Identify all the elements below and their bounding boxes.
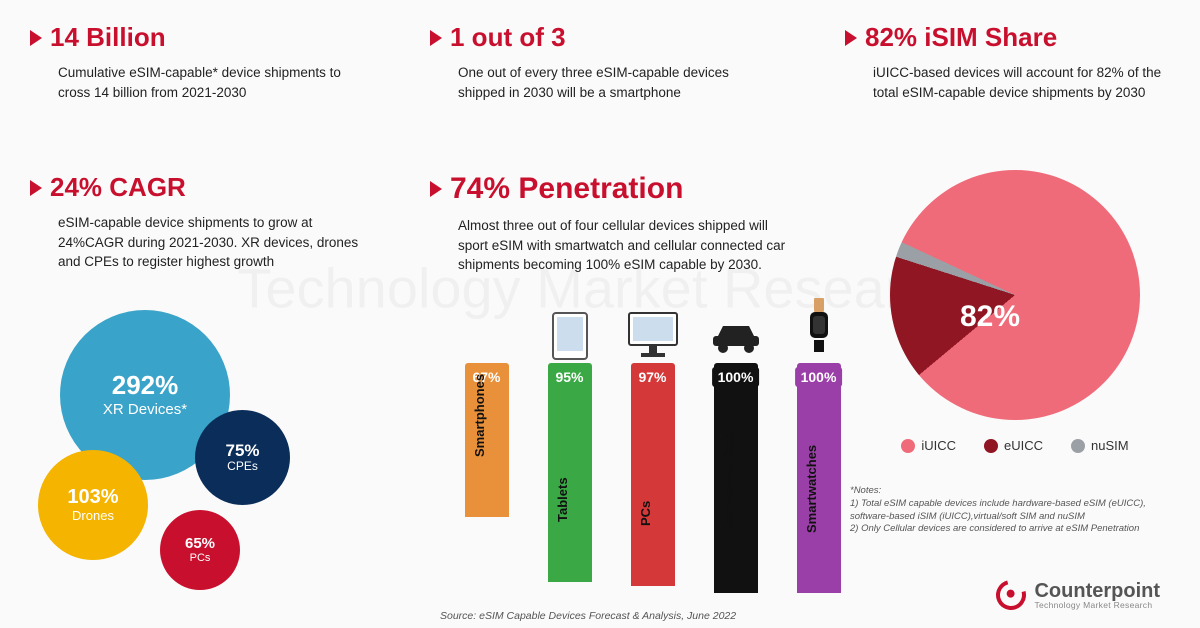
stat-headline: 82% iSIM Share <box>865 22 1057 53</box>
cagr-bubble: 65%PCs <box>160 510 240 590</box>
tablet-icon <box>549 309 591 370</box>
notes-line: 1) Total eSIM capable devices include ha… <box>850 498 1160 524</box>
bar-pct-label: 100% <box>795 367 843 387</box>
counterpoint-logo: Counterpoint Technology Market Research <box>996 580 1160 610</box>
watch-icon <box>804 298 834 359</box>
triangle-icon <box>30 180 42 196</box>
legend-label: nuSIM <box>1091 438 1129 453</box>
bar-column: 97% PCs <box>627 363 679 593</box>
stat-14-billion: 14 Billion Cumulative eSIM-capable* devi… <box>30 22 370 102</box>
bubble-pct: 292% <box>112 371 179 401</box>
stat-isim-share: 82% iSIM Share iUICC-based devices will … <box>845 22 1165 102</box>
isim-pie-chart: 82% iUICC eUICC nuSIM <box>870 170 1160 453</box>
bar-rect: 100% Connected Cars <box>714 363 758 593</box>
cagr-bubble: 75%CPEs <box>195 410 290 505</box>
bubble-pct: 65% <box>185 535 215 552</box>
bar-rect: 97% PCs <box>631 363 675 586</box>
legend-swatch-icon <box>1071 439 1085 453</box>
cagr-bubble: 103%Drones <box>38 450 148 560</box>
bar-category-label: Tablets <box>555 477 570 522</box>
legend-item: iUICC <box>901 438 956 453</box>
legend-swatch-icon <box>984 439 998 453</box>
logo-name: Counterpoint <box>1034 581 1160 601</box>
bar-rect: 67%Smartphones <box>465 363 509 517</box>
bar-category-label: PCs <box>638 501 653 526</box>
stat-body: eSIM-capable device shipments to grow at… <box>30 213 380 272</box>
stat-headline: 1 out of 3 <box>450 22 566 53</box>
stat-headline: 14 Billion <box>50 22 166 53</box>
pie-center-label: 82% <box>960 300 1020 334</box>
bar-column: 67%Smartphones <box>461 363 513 593</box>
stat-body: One out of every three eSIM-capable devi… <box>430 63 770 102</box>
penetration-bar-chart: 67%Smartphones 95% Tablets 97% PCs 100% Connec… <box>445 305 860 605</box>
bar-category-label: Connected Cars <box>721 433 736 533</box>
triangle-icon <box>845 30 857 46</box>
monitor-icon <box>625 309 681 366</box>
source-text: Source: eSIM Capable Devices Forecast & … <box>440 610 736 622</box>
stat-body: iUICC-based devices will account for 82%… <box>845 63 1165 102</box>
stat-body: Cumulative eSIM-capable* device shipment… <box>30 63 370 102</box>
legend-item: nuSIM <box>1071 438 1129 453</box>
bubble-label: Drones <box>72 509 114 524</box>
stat-body: Almost three out of four cellular device… <box>430 216 790 275</box>
stat-headline: 74% Penetration <box>450 172 683 206</box>
stat-1-of-3: 1 out of 3 One out of every three eSIM-c… <box>430 22 770 102</box>
bar-pct-label: 95% <box>549 367 589 387</box>
notes-title: *Notes: <box>850 485 1160 498</box>
car-icon <box>709 318 763 359</box>
bubble-label: XR Devices* <box>103 401 187 418</box>
pie-legend: iUICC eUICC nuSIM <box>870 438 1160 453</box>
bar-pct-label: 97% <box>632 367 672 387</box>
legend-label: eUICC <box>1004 438 1043 453</box>
notes-line: 2) Only Cellular devices are considered … <box>850 523 1160 536</box>
bubble-pct: 75% <box>225 441 259 461</box>
triangle-icon <box>30 30 42 46</box>
bubble-label: PCs <box>190 552 211 565</box>
legend-swatch-icon <box>901 439 915 453</box>
bar-rect: 95% Tablets <box>548 363 592 582</box>
bar-rect: 100% Smartwatches <box>797 363 841 593</box>
footnotes: *Notes: 1) Total eSIM capable devices in… <box>850 485 1160 536</box>
stat-penetration: 74% Penetration Almost three out of four… <box>430 172 790 275</box>
bar-column: 100% Smartwatches <box>793 363 845 593</box>
bar-category-label: Smartphones <box>472 374 487 457</box>
triangle-icon <box>430 30 442 46</box>
stat-headline: 24% CAGR <box>50 172 186 203</box>
logo-mark-icon <box>991 575 1032 616</box>
legend-label: iUICC <box>921 438 956 453</box>
bar-category-label: Smartwatches <box>804 445 819 533</box>
triangle-icon <box>430 181 442 197</box>
bar-column: 95% Tablets <box>544 363 596 593</box>
legend-item: eUICC <box>984 438 1043 453</box>
bar-column: 100% Connected Cars <box>710 363 762 593</box>
logo-tagline: Technology Market Research <box>1034 601 1160 610</box>
bubble-label: CPEs <box>227 460 258 474</box>
pie-graphic: 82% <box>890 170 1140 420</box>
bubble-pct: 103% <box>67 486 118 509</box>
bar-pct-label: 100% <box>712 367 760 387</box>
stat-cagr: 24% CAGR eSIM-capable device shipments t… <box>30 172 380 272</box>
